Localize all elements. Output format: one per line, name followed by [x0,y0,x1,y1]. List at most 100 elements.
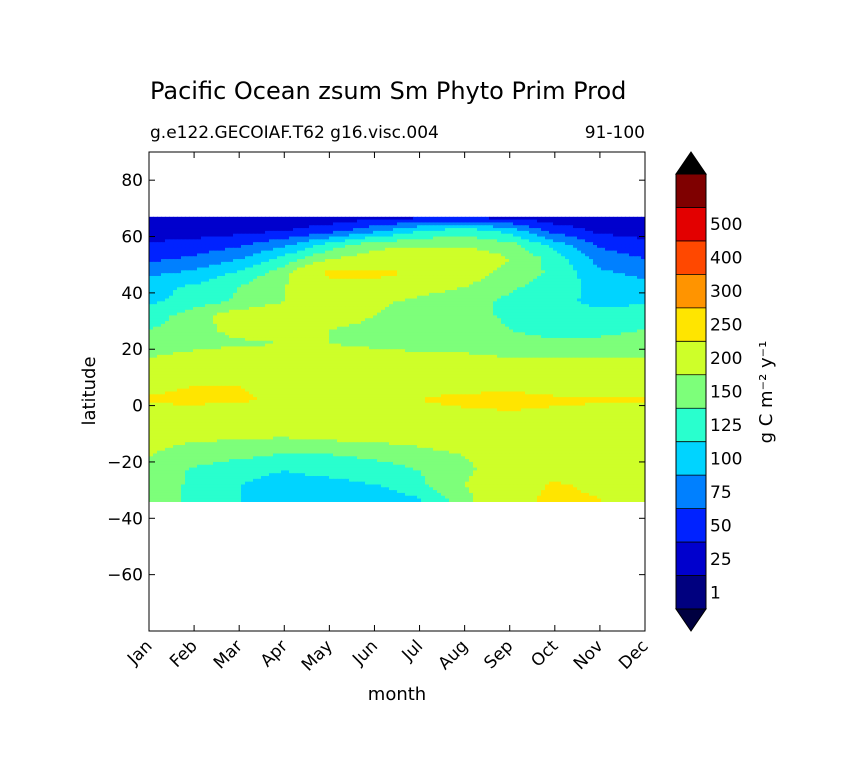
heatmap-cell [549,233,554,238]
heatmap-cell [641,236,645,240]
heatmap-cell [237,323,242,328]
heatmap-cell [465,281,470,286]
heatmap-cell [385,222,390,226]
heatmap-cell [613,244,618,249]
heatmap-cell [313,304,318,308]
heatmap-cell [185,290,190,294]
heatmap-cell [569,278,574,283]
heatmap-cell [293,273,298,277]
heatmap-cell [449,225,454,229]
heatmap-cell [481,242,486,246]
heatmap-cell [289,278,294,283]
heatmap-cell [533,304,538,308]
heatmap-cell [285,306,290,311]
heatmap-cell [553,264,558,269]
heatmap-cell [469,295,474,300]
heatmap-cell [585,244,590,249]
heatmap-cell [301,292,306,297]
heatmap-cell [637,306,642,311]
heatmap-cell [421,318,426,322]
heatmap-cell [197,225,202,229]
heatmap-cell [473,315,478,319]
heatmap-cell [341,233,346,238]
heatmap-cell [445,228,450,232]
heatmap-cell [573,233,578,238]
heatmap-cell [377,298,382,302]
heatmap-cell [289,270,294,274]
chart-subtitle-right: 91-100 [585,123,645,143]
heatmap-cell [605,244,610,249]
heatmap-cell [469,261,474,266]
heatmap-cell [253,326,258,331]
heatmap-cell [541,295,546,300]
heatmap-cell [525,295,530,300]
heatmap-cell [337,219,342,224]
heatmap-cell [465,244,470,249]
heatmap-cell [409,225,414,229]
heatmap-cell [221,267,226,271]
heatmap-cell [173,312,178,317]
heatmap-cell [241,301,246,305]
heatmap-cell [473,244,478,249]
heatmap-cell [517,264,522,269]
heatmap-cell [585,242,590,246]
heatmap-cell [261,275,266,280]
heatmap-cell [397,261,402,266]
heatmap-cell [285,309,290,314]
heatmap-cell [625,298,630,302]
heatmap-cell [445,321,450,325]
heatmap-cell [577,312,582,317]
heatmap-cell [537,225,542,229]
heatmap-cell [493,304,498,308]
heatmap-cell [497,318,502,322]
heatmap-cell [573,242,578,246]
heatmap-cell [333,270,338,274]
heatmap-cell [193,261,198,266]
heatmap-cell [365,321,370,325]
heatmap-cell [453,284,458,288]
heatmap-cell [481,267,486,271]
heatmap-cell [509,315,514,319]
heatmap-cell [465,236,470,240]
heatmap-cell [525,244,530,249]
heatmap-cell [189,306,194,311]
heatmap-cell [229,304,234,308]
heatmap-cell [373,275,378,280]
heatmap-cell [413,250,418,255]
heatmap-cell [429,315,434,319]
heatmap-cell [265,242,270,246]
heatmap-cell [577,236,582,240]
heatmap-cell [477,290,482,294]
heatmap-cell [225,290,230,294]
heatmap-cell [577,230,582,235]
heatmap-cell [529,323,534,328]
heatmap-cell [585,278,590,283]
heatmap-cell [505,228,510,232]
heatmap-cell [201,230,206,235]
heatmap-cell [265,284,270,288]
heatmap-cell [169,253,174,257]
heatmap-cell [425,301,430,305]
heatmap-cell [249,273,254,277]
heatmap-cell [333,256,338,260]
heatmap-cell [365,318,370,322]
heatmap-cell [185,273,190,277]
heatmap-cell [329,312,334,317]
heatmap-cell [537,250,542,255]
heatmap-cell [181,290,186,294]
heatmap-cell [573,315,578,319]
heatmap-cell [337,264,342,269]
heatmap-cell [285,312,290,317]
heatmap-cell [233,259,238,263]
heatmap-cell [189,275,194,280]
heatmap-cell [245,295,250,300]
heatmap-cell [605,259,610,263]
heatmap-cell [189,253,194,257]
heatmap-cell [241,273,246,277]
heatmap-cell [189,225,194,229]
heatmap-cell [437,318,442,322]
heatmap-cell [437,304,442,308]
heatmap-cell [413,304,418,308]
heatmap-cell [489,312,494,317]
heatmap-cell [197,233,202,238]
